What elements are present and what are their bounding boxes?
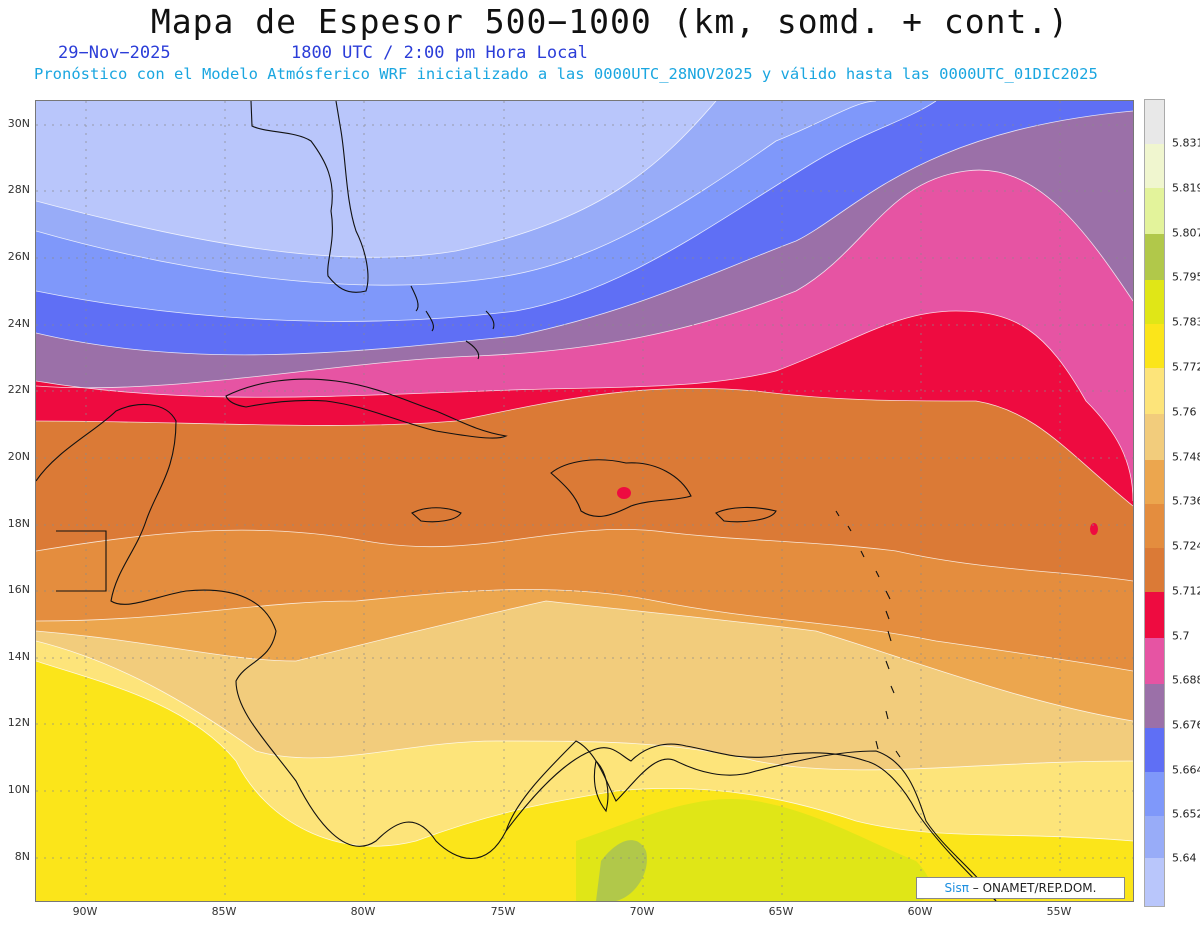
lon-label: 75W	[490, 905, 516, 918]
legend-label: 5.819	[1172, 181, 1200, 195]
lat-label: 24N	[7, 317, 30, 330]
lat-label: 8N	[14, 850, 30, 863]
lon-label: 80W	[350, 905, 376, 918]
legend-swatch	[1145, 100, 1164, 144]
legend-label: 5.783	[1172, 315, 1200, 329]
lon-label: 85W	[211, 905, 237, 918]
legend-swatch	[1145, 280, 1164, 324]
legend-swatch	[1145, 324, 1164, 368]
sispi-logo: Sisπ	[944, 881, 969, 895]
legend-swatch	[1145, 504, 1164, 548]
thickness-map	[35, 100, 1134, 902]
legend-swatch	[1145, 188, 1164, 234]
legend-label: 5.76	[1172, 405, 1197, 419]
legend-swatch	[1145, 368, 1164, 414]
legend-swatch	[1145, 548, 1164, 592]
legend-label: 5.7	[1172, 629, 1190, 643]
legend-label: 5.736	[1172, 494, 1200, 508]
legend-label: 5.676	[1172, 718, 1200, 732]
model-subtitle: Pronóstico con el Modelo Atmósferico WRF…	[34, 65, 1098, 83]
legend-label: 5.807	[1172, 226, 1200, 240]
legend-label: 5.652	[1172, 807, 1200, 821]
legend-label: 5.64	[1172, 851, 1197, 865]
lat-label: 26N	[7, 250, 30, 263]
legend-label: 5.795	[1172, 270, 1200, 284]
credit-text: – ONAMET/REP.DOM.	[972, 881, 1097, 895]
legend-label: 5.772	[1172, 360, 1200, 374]
legend-swatch	[1145, 684, 1164, 728]
lat-label: 10N	[7, 783, 30, 796]
lat-lon-grid	[36, 101, 1133, 901]
lat-label: 14N	[7, 650, 30, 663]
lon-label: 70W	[629, 905, 655, 918]
lon-label: 65W	[768, 905, 794, 918]
legend-label: 5.831	[1172, 136, 1200, 150]
lon-label: 55W	[1046, 905, 1072, 918]
lat-label: 30N	[7, 117, 30, 130]
color-legend	[1144, 99, 1165, 907]
legend-swatch	[1145, 772, 1164, 816]
legend-swatch	[1145, 858, 1164, 906]
lon-label: 90W	[72, 905, 98, 918]
legend-swatch	[1145, 728, 1164, 772]
legend-label: 5.748	[1172, 450, 1200, 464]
legend-swatch	[1145, 234, 1164, 280]
legend-swatch	[1145, 144, 1164, 188]
legend-swatch	[1145, 592, 1164, 638]
legend-swatch	[1145, 414, 1164, 460]
lat-label: 12N	[7, 716, 30, 729]
legend-label: 5.664	[1172, 763, 1200, 777]
thickness-contours	[36, 101, 1133, 901]
legend-swatch	[1145, 638, 1164, 684]
legend-swatch	[1145, 816, 1164, 858]
legend-label: 5.724	[1172, 539, 1200, 553]
lon-label: 60W	[907, 905, 933, 918]
lat-label: 18N	[7, 517, 30, 530]
legend-label: 5.688	[1172, 673, 1200, 687]
valid-time: 1800 UTC / 2:00 pm Hora Local	[291, 43, 588, 63]
lat-label: 22N	[7, 383, 30, 396]
lat-label: 20N	[7, 450, 30, 463]
map-title: Mapa de Espesor 500−1000 (km, somd. + co…	[150, 2, 1070, 41]
forecast-date: 29−Nov−2025	[58, 43, 171, 63]
legend-swatch	[1145, 460, 1164, 504]
coastlines	[36, 101, 997, 901]
lat-label: 16N	[7, 583, 30, 596]
legend-label: 5.712	[1172, 584, 1200, 598]
credit-box: Sisπ – ONAMET/REP.DOM.	[916, 877, 1125, 899]
lat-label: 28N	[7, 183, 30, 196]
